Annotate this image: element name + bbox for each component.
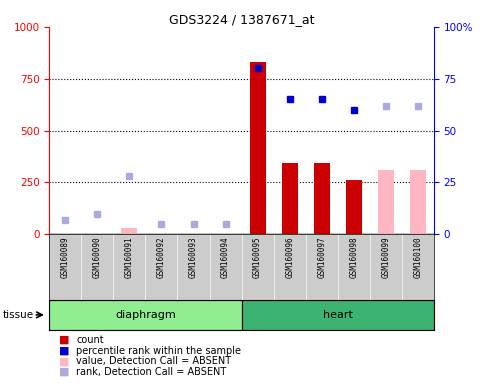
Text: ■: ■ bbox=[59, 367, 70, 377]
Bar bbox=[346, 180, 362, 234]
Bar bbox=[282, 163, 298, 234]
Text: GSM160097: GSM160097 bbox=[317, 236, 326, 278]
Text: percentile rank within the sample: percentile rank within the sample bbox=[76, 346, 242, 356]
Text: ■: ■ bbox=[59, 335, 70, 345]
Bar bbox=[242, 300, 434, 330]
Text: heart: heart bbox=[323, 310, 352, 320]
Text: value, Detection Call = ABSENT: value, Detection Call = ABSENT bbox=[76, 356, 232, 366]
Text: GSM160092: GSM160092 bbox=[157, 236, 166, 278]
Text: ■: ■ bbox=[59, 356, 70, 366]
Text: GSM160096: GSM160096 bbox=[285, 236, 294, 278]
Text: GSM160093: GSM160093 bbox=[189, 236, 198, 278]
Title: GDS3224 / 1387671_at: GDS3224 / 1387671_at bbox=[169, 13, 315, 26]
Bar bbox=[378, 170, 394, 234]
Text: GSM160089: GSM160089 bbox=[61, 236, 70, 278]
Text: ■: ■ bbox=[59, 346, 70, 356]
Bar bbox=[410, 170, 426, 234]
Text: tissue: tissue bbox=[2, 310, 34, 320]
Bar bbox=[49, 300, 242, 330]
Text: count: count bbox=[76, 335, 104, 345]
Text: GSM160099: GSM160099 bbox=[381, 236, 390, 278]
Bar bbox=[314, 163, 330, 234]
Text: GSM160098: GSM160098 bbox=[349, 236, 358, 278]
Text: GSM160091: GSM160091 bbox=[125, 236, 134, 278]
Bar bbox=[249, 62, 266, 234]
Text: GSM160090: GSM160090 bbox=[93, 236, 102, 278]
Text: GSM160100: GSM160100 bbox=[413, 236, 423, 278]
Text: GSM160094: GSM160094 bbox=[221, 236, 230, 278]
Bar bbox=[121, 228, 138, 234]
Text: rank, Detection Call = ABSENT: rank, Detection Call = ABSENT bbox=[76, 367, 227, 377]
Text: GSM160095: GSM160095 bbox=[253, 236, 262, 278]
Text: diaphragm: diaphragm bbox=[115, 310, 176, 320]
